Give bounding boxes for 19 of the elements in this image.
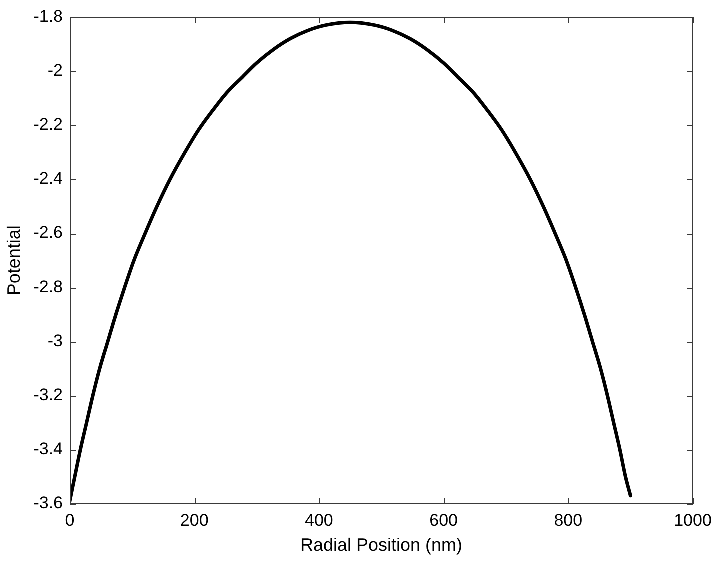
x-tick-label: 400 xyxy=(305,510,334,530)
y-tick-label: -2 xyxy=(48,60,63,80)
x-tick-label: 0 xyxy=(65,510,75,530)
y-tick-label: -2.8 xyxy=(34,277,63,296)
y-tick-label: -3.4 xyxy=(34,440,63,459)
y-tick-label: -2.6 xyxy=(34,223,63,242)
y-tick-label: -1.8 xyxy=(34,6,63,26)
y-tick-label: -3.2 xyxy=(34,386,63,405)
y-tick-label: -3 xyxy=(48,331,63,350)
y-axis-title: Potential xyxy=(4,226,24,296)
x-tick-label: 800 xyxy=(554,510,583,530)
y-tick-label: -2.4 xyxy=(34,169,63,188)
x-tick-label: 600 xyxy=(430,510,458,530)
y-tick-label: -3.6 xyxy=(34,494,63,513)
x-tick-label: 200 xyxy=(180,510,209,530)
x-tick-label: 1000 xyxy=(674,510,712,530)
line-series xyxy=(70,20,632,504)
y-tick-label: -2.2 xyxy=(34,115,63,134)
x-axis-title: Radial Position (nm) xyxy=(300,535,463,556)
